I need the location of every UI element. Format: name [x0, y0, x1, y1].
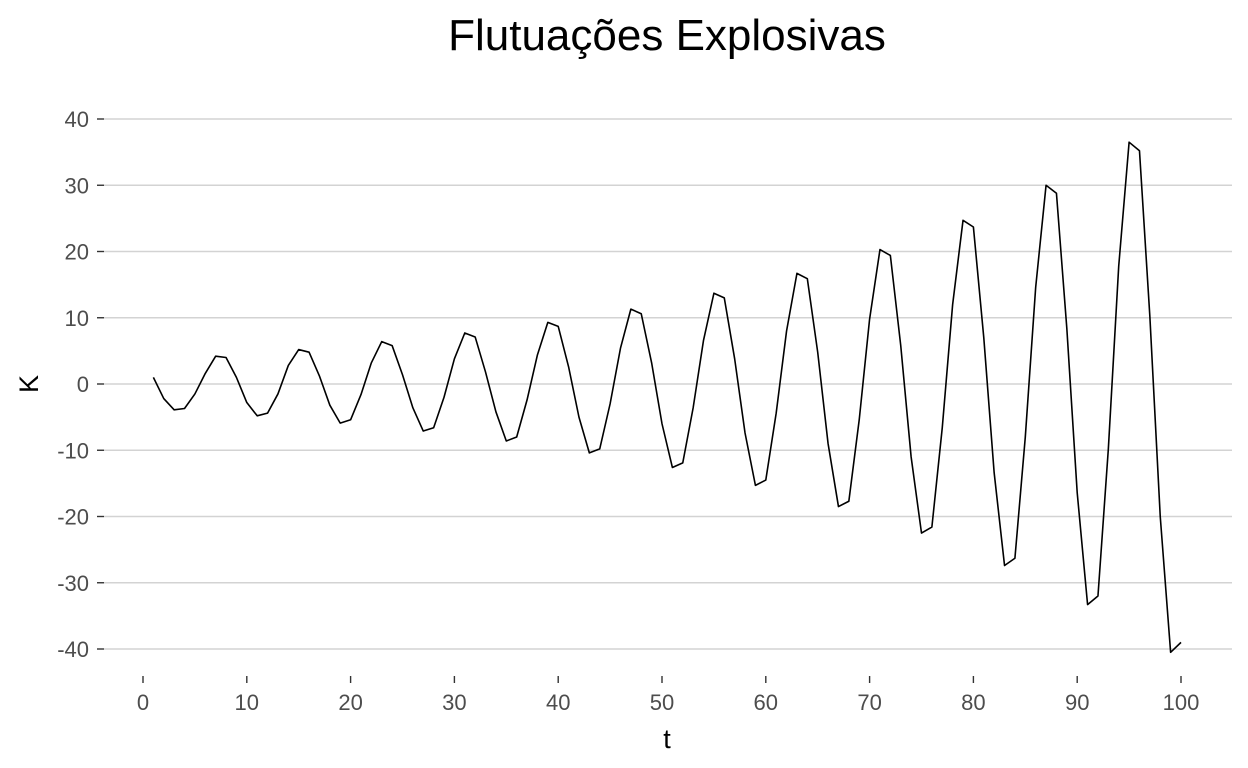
y-tick-label: -10	[57, 438, 89, 463]
y-tick-label: -40	[57, 637, 89, 662]
x-axis: 0 10 20 30 40 50 60 70 80 90 100	[137, 676, 1199, 715]
y-tick-label: -20	[57, 505, 89, 530]
y-tick-label: 40	[65, 107, 89, 132]
x-tick-label: 30	[442, 690, 466, 715]
x-tick-label: 50	[650, 690, 674, 715]
chart-title: Flutuações Explosivas	[448, 11, 886, 60]
series-line-k	[152, 141, 1182, 654]
y-tick-label: 0	[77, 372, 89, 397]
y-axis: -40 -30 -20 -10 0 10 20 30 40	[57, 107, 104, 662]
x-tick-label: 70	[857, 690, 881, 715]
x-tick-label: 40	[546, 690, 570, 715]
x-tick-label: 0	[137, 690, 149, 715]
y-tick-label: 10	[65, 306, 89, 331]
x-tick-label: 10	[235, 690, 259, 715]
gridlines	[104, 118, 1232, 650]
x-tick-label: 80	[961, 690, 985, 715]
x-tick-label: 100	[1163, 690, 1200, 715]
x-axis-title: t	[663, 724, 671, 754]
x-tick-label: 20	[338, 690, 362, 715]
y-tick-label: 20	[65, 240, 89, 265]
y-axis-title: K	[14, 375, 44, 393]
x-tick-label: 90	[1065, 690, 1089, 715]
x-tick-label: 60	[754, 690, 778, 715]
y-tick-label: -30	[57, 571, 89, 596]
y-tick-label: 30	[65, 173, 89, 198]
